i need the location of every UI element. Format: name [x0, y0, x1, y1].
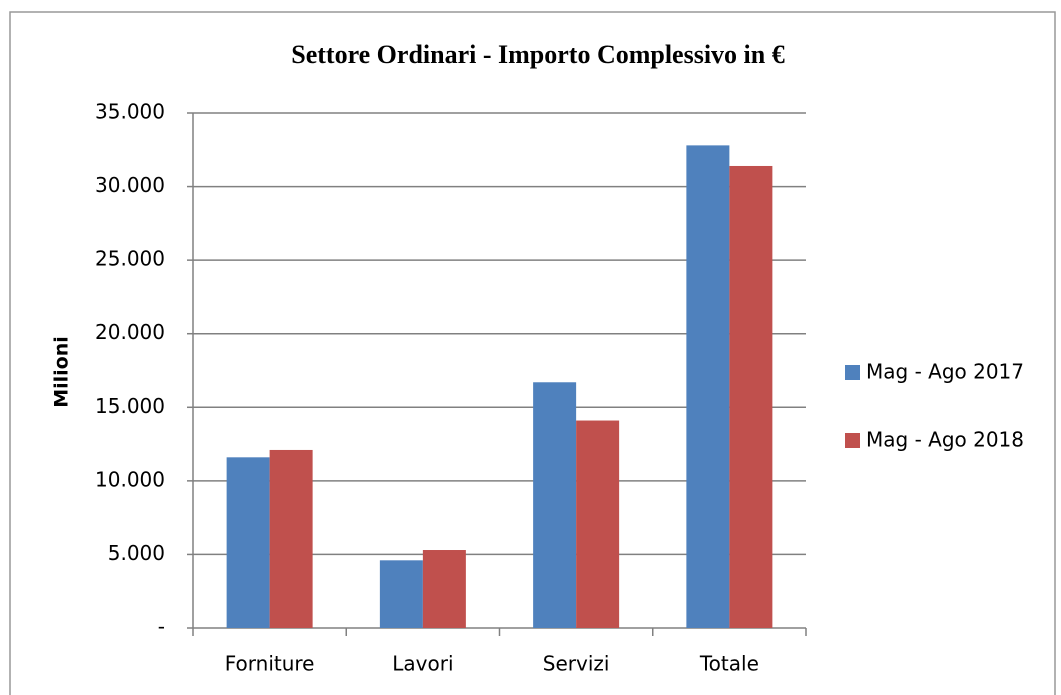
y-tick-label: -: [158, 615, 165, 639]
bar: [729, 165, 773, 628]
legend-swatch: [845, 433, 860, 448]
y-tick-label: 20.000: [95, 320, 165, 344]
bar: [269, 449, 313, 628]
x-tick-label: Forniture: [225, 652, 315, 676]
chart-border: [9, 11, 1056, 695]
bar: [576, 420, 620, 628]
y-tick-label: 5.000: [108, 541, 165, 565]
legend-label: Mag - Ago 2018: [866, 428, 1024, 452]
bar: [422, 550, 466, 628]
bar: [226, 457, 270, 628]
legend-swatch: [845, 365, 860, 380]
x-tick-label: Servizi: [543, 652, 610, 676]
bar: [686, 145, 730, 628]
y-tick-label: 35.000: [95, 100, 165, 124]
x-tick-label: Totale: [699, 652, 759, 676]
bar: [533, 382, 577, 628]
x-tick-label: Lavori: [392, 652, 453, 676]
y-tick-label: 15.000: [95, 394, 165, 418]
chart-title: Settore Ordinari - Importo Complessivo i…: [291, 40, 785, 69]
y-tick-label: 25.000: [95, 247, 165, 271]
bar: [379, 560, 423, 628]
y-tick-label: 30.000: [95, 173, 165, 197]
y-axis-label: Milioni: [51, 336, 73, 408]
y-tick-label: 10.000: [95, 467, 165, 491]
legend-label: Mag - Ago 2017: [866, 360, 1024, 384]
